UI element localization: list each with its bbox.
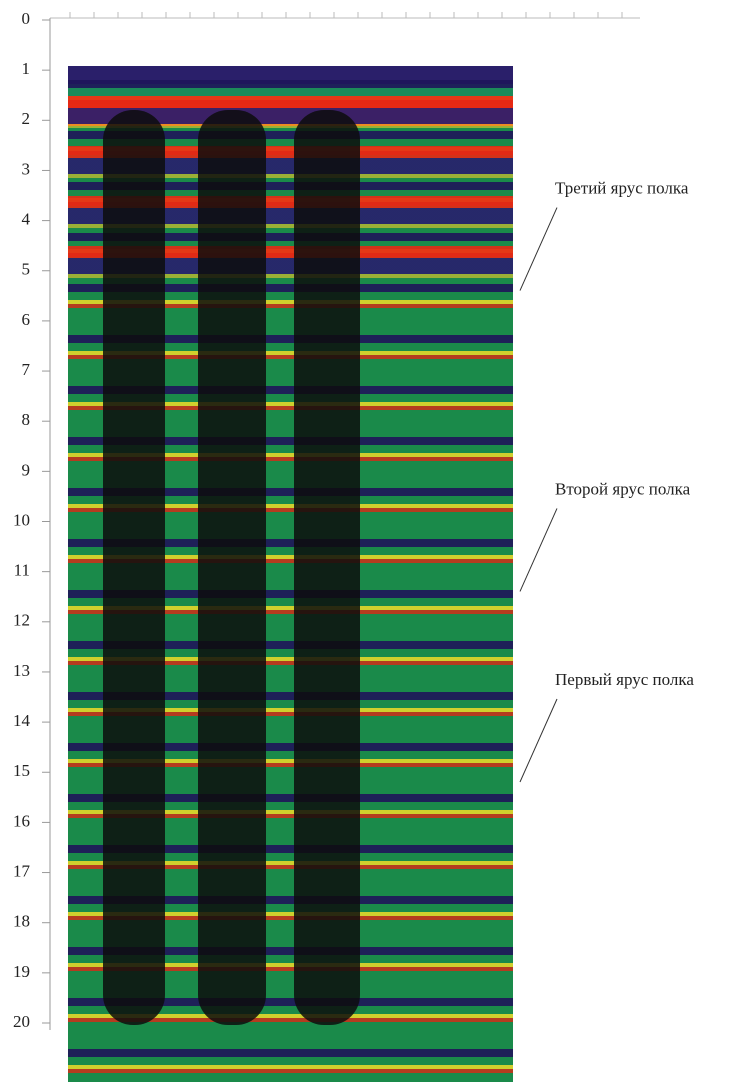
annotation-leader xyxy=(519,508,558,592)
y-tick-label: 10 xyxy=(13,510,30,529)
anomaly xyxy=(198,110,266,1025)
y-tick-label: 12 xyxy=(13,611,30,630)
y-tick-label: 14 xyxy=(13,711,31,730)
y-tick-label: 6 xyxy=(22,310,31,329)
y-tick-label: 13 xyxy=(13,661,30,680)
y-tick-label: 19 xyxy=(13,962,30,981)
y-tick-label: 5 xyxy=(22,260,31,279)
annotation: Третий ярус полка xyxy=(555,178,689,197)
y-tick-label: 1 xyxy=(22,59,31,78)
annotation: Второй ярус полка xyxy=(555,479,691,498)
y-tick-label: 7 xyxy=(22,360,31,379)
y-tick-label: 20 xyxy=(13,1012,30,1031)
y-tick-label: 4 xyxy=(22,210,31,229)
y-tick-label: 9 xyxy=(22,460,31,479)
y-tick-label: 15 xyxy=(13,761,30,780)
y-tick-label: 11 xyxy=(14,561,30,580)
anomaly xyxy=(103,110,165,1025)
y-tick-label: 16 xyxy=(13,811,30,830)
y-tick-label: 8 xyxy=(22,410,31,429)
annotation-leader xyxy=(519,698,558,783)
y-tick-label: 3 xyxy=(22,159,31,178)
anomaly xyxy=(294,110,360,1025)
y-tick-label: 0 xyxy=(22,9,31,28)
annotation: Первый ярус полка xyxy=(555,670,694,689)
y-tick-label: 18 xyxy=(13,912,30,931)
y-tick-label: 17 xyxy=(13,861,31,880)
annotation-leader xyxy=(519,207,558,291)
y-tick-label: 2 xyxy=(22,109,31,128)
